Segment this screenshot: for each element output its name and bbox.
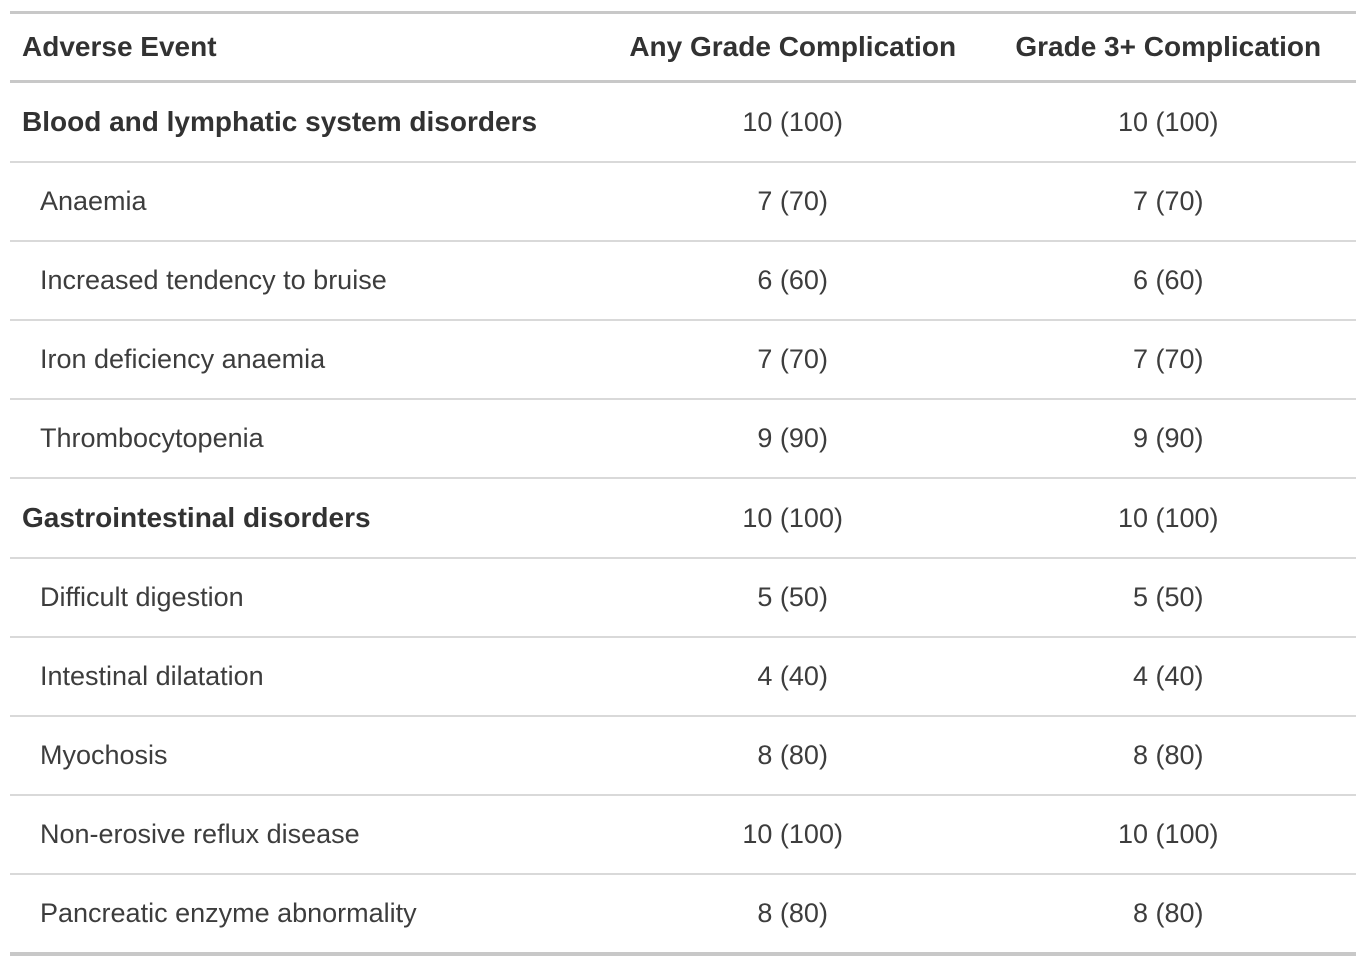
table-row: Increased tendency to bruise 6 (60) 6 (6… [10, 241, 1356, 320]
col-header-adverse-event: Adverse Event [22, 31, 217, 62]
grade3plus-cell: 8 (80) [1132, 740, 1204, 770]
any-grade-cell: 10 (100) [742, 819, 843, 849]
adverse-event-cell: Iron deficiency anaemia [40, 344, 326, 374]
any-grade-cell: 10 (100) [742, 106, 843, 137]
adverse-events-table: Adverse Event Any Grade Complication Gra… [10, 11, 1356, 956]
grade3plus-cell: 5 (50) [1132, 582, 1204, 612]
adverse-event-cell: Myochosis [40, 740, 168, 770]
adverse-event-cell: Thrombocytopenia [40, 423, 264, 453]
table-row: Anaemia 7 (70) 7 (70) [10, 162, 1356, 241]
adverse-event-cell: Blood and lymphatic system disorders [22, 106, 538, 137]
adverse-event-cell: Non-erosive reflux disease [40, 819, 360, 849]
adverse-event-cell: Increased tendency to bruise [40, 265, 387, 295]
table-row: Difficult digestion 5 (50) 5 (50) [10, 558, 1356, 637]
any-grade-cell: 9 (90) [757, 423, 828, 453]
header-row: Adverse Event Any Grade Complication Gra… [10, 12, 1356, 82]
any-grade-cell: 8 (80) [757, 740, 828, 770]
col-header-grade3plus-complication: Grade 3+ Complication [1015, 31, 1322, 62]
grade3plus-cell: 6 (60) [1132, 265, 1204, 295]
any-grade-cell: 8 (80) [757, 898, 828, 928]
any-grade-cell: 4 (40) [757, 661, 828, 691]
table-row: Pancreatic enzyme abnormality 8 (80) 8 (… [10, 874, 1356, 954]
grade3plus-cell: 8 (80) [1132, 898, 1204, 928]
any-grade-cell: 10 (100) [742, 502, 843, 533]
grade3plus-cell: 9 (90) [1132, 423, 1204, 453]
grade3plus-cell: 4 (40) [1132, 661, 1204, 691]
table-header: Adverse Event Any Grade Complication Gra… [10, 12, 1356, 82]
table-row-category: Gastrointestinal disorders 10 (100) 10 (… [10, 478, 1356, 558]
table-row: Iron deficiency anaemia 7 (70) 7 (70) [10, 320, 1356, 399]
grade3plus-cell: 10 (100) [1117, 502, 1219, 533]
adverse-event-cell: Intestinal dilatation [40, 661, 264, 691]
any-grade-cell: 6 (60) [757, 265, 828, 295]
any-grade-cell: 5 (50) [757, 582, 828, 612]
table-row: Myochosis 8 (80) 8 (80) [10, 716, 1356, 795]
table-body: Blood and lymphatic system disorders 10 … [10, 82, 1356, 954]
adverse-event-cell: Difficult digestion [40, 582, 244, 612]
table-row: Non-erosive reflux disease 10 (100) 10 (… [10, 795, 1356, 874]
grade3plus-cell: 10 (100) [1117, 819, 1219, 849]
any-grade-cell: 7 (70) [757, 186, 828, 216]
table-row-category: Blood and lymphatic system disorders 10 … [10, 82, 1356, 162]
adverse-event-cell: Pancreatic enzyme abnormality [40, 898, 417, 928]
adverse-event-cell: Gastrointestinal disorders [22, 502, 371, 533]
grade3plus-cell: 7 (70) [1132, 344, 1204, 374]
grade3plus-cell: 7 (70) [1132, 186, 1204, 216]
table-row: Thrombocytopenia 9 (90) 9 (90) [10, 399, 1356, 478]
col-header-any-grade-complication: Any Grade Complication [629, 31, 957, 62]
grade3plus-cell: 10 (100) [1117, 106, 1219, 137]
adverse-event-cell: Anaemia [40, 186, 147, 216]
table-row: Intestinal dilatation 4 (40) 4 (40) [10, 637, 1356, 716]
any-grade-cell: 7 (70) [757, 344, 828, 374]
